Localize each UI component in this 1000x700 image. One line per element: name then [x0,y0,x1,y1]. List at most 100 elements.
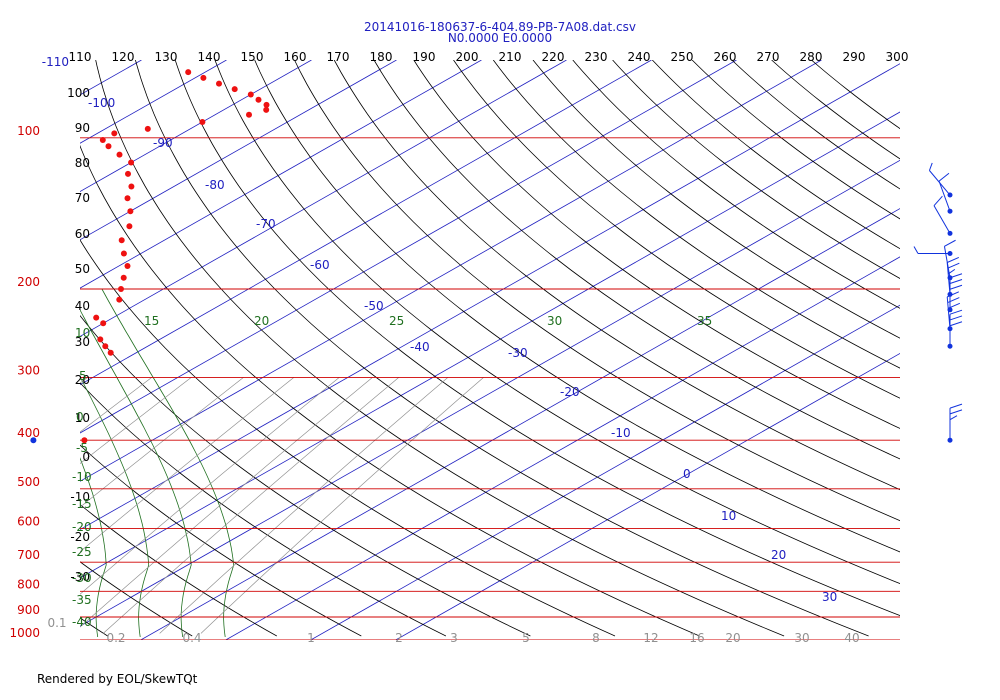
wind-barb [943,239,956,281]
dry-adiabat-label: -20 [70,530,90,544]
moist-adiabat-line [80,309,192,638]
pressure-label: 300 [17,363,40,377]
isotherm-line [80,111,900,579]
isotherm-label: -90 [153,136,173,150]
dry-adiabat-line [453,60,900,399]
dry-adiabat-line [572,60,900,309]
top-label: 110 [69,50,92,64]
top-label: 140 [198,50,221,64]
temperature-point [144,125,151,132]
top-label: 270 [757,50,780,64]
moist-adiabat-label: -5 [76,441,88,455]
isotherm-label: -20 [560,385,580,399]
pressure-label: 100 [17,124,40,138]
top-label: 300 [886,50,909,64]
dry-adiabat-line [413,60,900,429]
temperature-point [97,336,104,343]
top-label: 120 [112,50,135,64]
moist-adiabat-line [80,457,107,638]
wind-barb [947,309,963,349]
temperature-point [118,237,125,244]
dry-adiabat-line [80,239,616,637]
temperature-point [255,96,262,103]
isotherm-line [80,60,822,482]
moist-adiabat-label: -40 [72,615,92,629]
dry-adiabat-line [135,60,869,637]
mixing-ratio-line [102,377,400,634]
temperature-point [124,195,131,202]
mixing-ratio-label: 3 [450,631,458,645]
isotherm-line [80,159,900,627]
temperature-point [246,111,252,118]
dry-adiabat-line [80,382,447,637]
top-label: 170 [327,50,350,64]
isotherm-line [80,60,737,434]
dry-adiabat-line [652,60,900,250]
dry-adiabat-line [80,444,362,637]
moist-adiabat-label: 0 [76,410,84,424]
dry-adiabat-line [691,60,900,220]
temperature-point [263,106,270,113]
isotherm-line [80,60,482,289]
dry-adiabat-label: 60 [75,227,90,241]
pressure-label: 800 [17,577,40,591]
temperature-point [216,80,222,87]
temperature-point [93,314,100,321]
isotherm-label: -80 [205,178,225,192]
mixing-ratio-line [80,377,295,553]
mixing-ratio-line [200,377,484,634]
temperature-point [116,296,123,303]
top-label: -110 [42,55,69,69]
pressure-label: 1000 [9,626,40,640]
mixing-ratio-line [80,377,340,595]
isotherm-line [310,304,900,640]
isotherm-label: 30 [822,590,837,604]
dry-adiabat-line [333,60,900,491]
isotherm-line [80,60,567,337]
moist-adiabat-label: 20 [254,314,269,328]
wind-barb [947,403,963,443]
sounding-data [30,69,270,444]
dry-adiabat-label: 100 [67,86,90,100]
isotherm-label: -10 [611,426,631,440]
mixing-ratio-label: 0.4 [182,631,201,645]
dry-adiabat-line [254,60,900,553]
dry-adiabat-label: 10 [75,411,90,425]
top-label: 250 [671,50,694,64]
mixing-ratio-label: 2 [395,631,403,645]
mixing-ratio-line [80,377,244,508]
dry-adiabat-line [294,60,900,522]
chart-subtitle: N0.0000 E0.0000 [448,31,552,45]
dry-adiabat-line [95,60,785,637]
top-label: 260 [714,50,737,64]
moist-adiabat-label: -35 [72,593,92,607]
pressure-label: 900 [17,603,40,617]
dry-adiabat-label: 50 [75,262,90,276]
isotherm-line [225,256,900,640]
pressure-label: 400 [17,426,40,440]
moist-adiabat-line [101,288,235,638]
temperature-point [99,137,106,143]
dry-adiabat-line [80,144,700,637]
moist-adiabat-label: -15 [72,497,92,511]
mixing-ratio-label: 40 [844,631,859,645]
mixing-ratio-label: 30 [794,631,809,645]
top-label: 240 [628,50,651,64]
isotherm-label: -60 [310,258,330,272]
temperature-point [107,349,114,356]
dry-adiabat-line [214,60,900,585]
dry-adiabat-label: 30 [75,335,90,349]
temperature-point [200,74,207,81]
temperature-point [128,183,135,190]
top-label: 200 [456,50,479,64]
temperature-point [124,263,131,269]
chart-title: 20141016-180637-6-404.89-PB-7A08.dat.csv [364,20,636,34]
moist-adiabat-line [80,375,150,638]
temperature-point [126,223,133,230]
moist-adiabat-label: 5 [79,369,87,383]
mixing-ratio-line [80,377,192,465]
wind-barb [933,195,953,236]
dry-adiabat-label: 40 [75,299,90,313]
moist-adiabat-label: -10 [72,470,92,484]
